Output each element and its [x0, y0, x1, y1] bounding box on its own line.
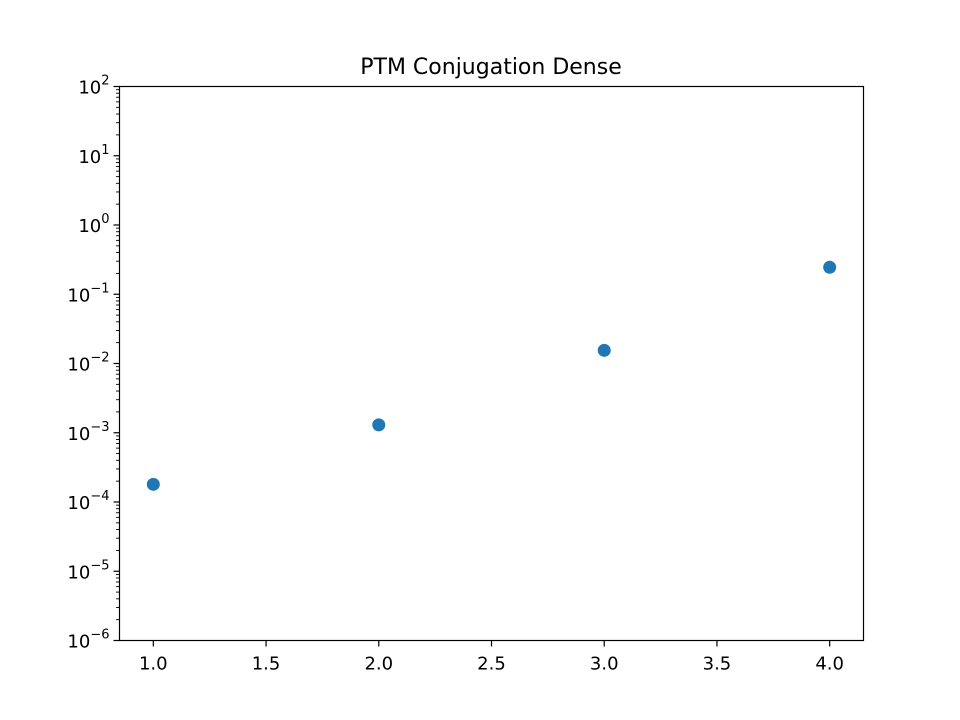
y-axis-ticks: 10−6 10−5 10−4 10−3 10−2 10−1 100 101 102 — [67, 74, 120, 653]
plot-marks — [146, 260, 837, 491]
x-tick-label: 4.0 — [815, 654, 844, 675]
x-tick-label: 3.5 — [703, 654, 732, 675]
y-tick-label: 10−5 — [67, 558, 109, 583]
y-tick-label: 102 — [78, 74, 109, 99]
y-tick-label: 10−1 — [67, 281, 109, 306]
y-tick-label: 100 — [78, 212, 109, 237]
y-tick-label: 101 — [78, 143, 109, 168]
x-tick-label: 1.5 — [252, 654, 281, 675]
scatter-point — [597, 343, 611, 357]
scatter-point — [372, 418, 386, 432]
x-tick-label: 2.5 — [477, 654, 506, 675]
x-tick-label: 1.0 — [139, 654, 168, 675]
y-tick-label: 10−2 — [67, 351, 109, 376]
x-tick-label: 3.0 — [590, 654, 619, 675]
y-tick-label: 10−6 — [67, 628, 109, 653]
plot-area-frame — [118, 85, 865, 642]
x-tick-label: 2.0 — [364, 654, 393, 675]
scatter-point — [823, 260, 837, 274]
y-tick-label: 10−4 — [67, 489, 109, 514]
chart-title: PTM Conjugation Dense — [360, 55, 622, 80]
scatter-point — [146, 477, 160, 491]
y-tick-label: 10−3 — [67, 420, 109, 445]
x-axis-ticks: 1.0 1.5 2.0 2.5 3.0 3.5 4.0 — [139, 640, 844, 675]
